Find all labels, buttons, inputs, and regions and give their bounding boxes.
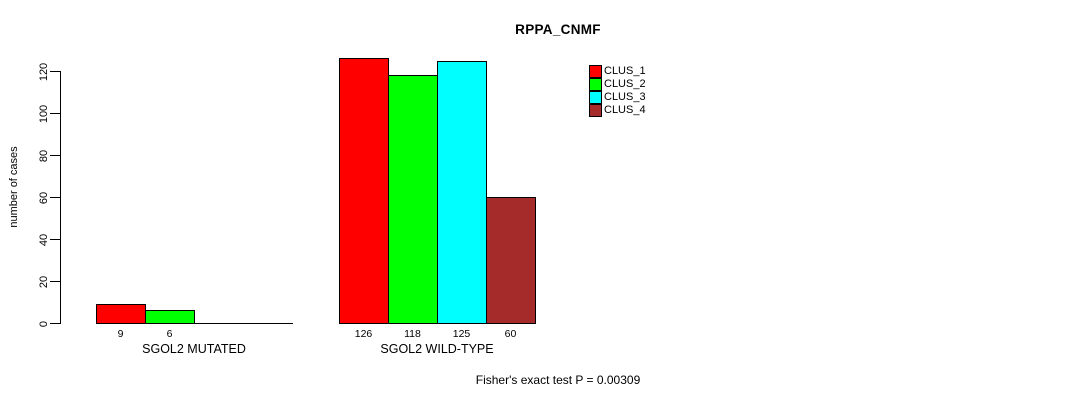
bar-value-label: 9 bbox=[117, 328, 124, 340]
y-tick-label: 100 bbox=[38, 104, 50, 123]
bar-value-label: 125 bbox=[452, 328, 471, 340]
bar-value-label: 60 bbox=[504, 328, 517, 340]
y-axis-line bbox=[60, 71, 61, 324]
bar-clus-1-sgol2-mutated bbox=[96, 304, 146, 324]
y-tick-label: 0 bbox=[38, 320, 50, 327]
y-tick-label: 20 bbox=[38, 275, 50, 288]
bar-clus-3-sgol2-wild-type bbox=[437, 60, 487, 324]
y-axis-tick bbox=[50, 155, 60, 156]
legend-swatch-clus-2 bbox=[589, 78, 602, 91]
bar-clus-4-sgol2-wild-type bbox=[486, 197, 536, 324]
group-label: SGOL2 WILD-TYPE bbox=[380, 342, 494, 356]
y-axis-tick bbox=[50, 71, 60, 72]
y-axis-tick bbox=[50, 239, 60, 240]
stat-test-note: Fisher's exact test P = 0.00309 bbox=[475, 373, 641, 387]
y-axis-tick bbox=[50, 113, 60, 114]
legend-swatch-clus-1 bbox=[589, 65, 602, 78]
bar-clus-2-sgol2-wild-type bbox=[388, 75, 438, 324]
legend-swatch-clus-3 bbox=[589, 91, 602, 104]
bar-value-label: 6 bbox=[166, 328, 173, 340]
legend-label-clus-2: CLUS_2 bbox=[604, 78, 646, 91]
y-tick-label: 120 bbox=[38, 62, 50, 81]
legend-label-clus-3: CLUS_3 bbox=[604, 91, 646, 104]
bar-value-label: 118 bbox=[404, 328, 421, 340]
legend-swatch-clus-4 bbox=[589, 104, 602, 117]
bar-clus-2-sgol2-mutated bbox=[145, 310, 195, 324]
legend-label-clus-1: CLUS_1 bbox=[604, 65, 646, 78]
chart-title: RPPA_CNMF bbox=[515, 22, 601, 37]
y-axis-label: number of cases bbox=[8, 146, 20, 228]
bar-value-label: 126 bbox=[354, 328, 373, 340]
legend-label-clus-4: CLUS_4 bbox=[604, 104, 646, 117]
y-axis-tick bbox=[50, 197, 60, 198]
y-tick-label: 40 bbox=[38, 233, 50, 246]
group-label: SGOL2 MUTATED bbox=[142, 342, 246, 356]
y-tick-label: 60 bbox=[38, 191, 50, 204]
y-axis-tick bbox=[50, 323, 60, 324]
y-axis-tick bbox=[50, 281, 60, 282]
y-tick-label: 80 bbox=[38, 149, 50, 162]
bar-clus-1-sgol2-wild-type bbox=[339, 58, 389, 324]
